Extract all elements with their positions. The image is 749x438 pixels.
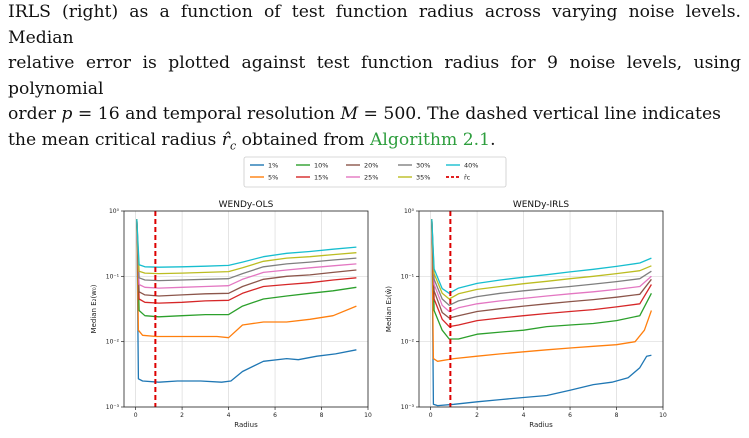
caption-text: = 16 and temporal resolution bbox=[72, 104, 341, 124]
x-tick-label: 10 bbox=[364, 412, 372, 419]
series-line-25pct bbox=[136, 219, 357, 289]
chart-wendy-ols: 0 2 4 6 8 10 10⁻³ 10⁻² 10⁻¹ 10⁰ WENDy-OLS Radius Med… bbox=[90, 200, 372, 429]
legend-label: 40% bbox=[464, 161, 478, 169]
legend-label: 20% bbox=[364, 161, 378, 169]
caption-line-3: order p = 16 and temporal resolution M =… bbox=[8, 102, 741, 128]
series-line-25pct bbox=[431, 219, 652, 313]
series-line-30pct bbox=[136, 219, 357, 282]
y-tick-label: 10⁰ bbox=[404, 208, 415, 215]
series-line-10pct bbox=[431, 219, 652, 340]
chart-wendy-irls: 0 2 4 6 8 10 10⁻³ 10⁻² 10⁻¹ 10⁰ WENDy-IRLS Radius Me… bbox=[385, 200, 667, 429]
legend-label: 1% bbox=[268, 161, 278, 169]
caption-text: order bbox=[8, 104, 62, 124]
x-tick-label: 4 bbox=[522, 412, 526, 419]
caption-math-rc: r̂ bbox=[221, 129, 230, 150]
y-tick-label: 10⁰ bbox=[109, 208, 120, 215]
plot-frame bbox=[123, 210, 369, 408]
legend-label: 35% bbox=[416, 173, 430, 181]
series-line-1pct bbox=[431, 219, 652, 407]
y-tick-label: 10⁻¹ bbox=[401, 273, 415, 280]
x-axis-label: Radius bbox=[234, 421, 258, 429]
series-line-5pct bbox=[136, 219, 357, 339]
caption-math-M: M bbox=[340, 104, 359, 124]
x-tick-label: 2 bbox=[180, 412, 184, 419]
legend: 1% 5% 10% 15% 20% 25% 30% 35% 40% r̂c bbox=[243, 156, 507, 188]
x-tick-label: 8 bbox=[320, 412, 324, 419]
caption-text: = 500. The dashed vertical line indicate… bbox=[358, 104, 721, 124]
series-line-20pct bbox=[136, 219, 357, 297]
algorithm-link[interactable]: Algorithm 2.1 bbox=[370, 129, 491, 150]
legend-label: 15% bbox=[314, 173, 328, 181]
series-line-5pct bbox=[431, 219, 653, 362]
caption-line-4: the mean critical radius r̂c obtained fr… bbox=[8, 128, 741, 159]
plot-frame bbox=[418, 210, 664, 408]
legend-label: 5% bbox=[268, 173, 278, 181]
caption-math-p: p bbox=[61, 104, 73, 124]
caption-line-2: relative error is plotted against test f… bbox=[8, 53, 741, 99]
caption-text: the mean critical radius bbox=[8, 129, 222, 150]
figure-caption: IRLS (right) as a function of test funct… bbox=[8, 0, 741, 158]
x-tick-label: 0 bbox=[134, 412, 138, 419]
series-line-30pct bbox=[431, 219, 652, 306]
x-axis-label: Radius bbox=[529, 421, 553, 429]
series-line-1pct bbox=[136, 219, 357, 383]
series-line-40pct bbox=[431, 219, 652, 294]
series-line-35pct bbox=[431, 219, 652, 300]
series-line-20pct bbox=[431, 219, 652, 319]
chart-title: WENDy-OLS bbox=[219, 200, 274, 210]
y-tick-label: 10⁻³ bbox=[106, 404, 120, 411]
legend-label: 10% bbox=[314, 161, 328, 169]
x-tick-label: 0 bbox=[429, 412, 433, 419]
y-tick-label: 10⁻² bbox=[401, 339, 415, 346]
series-line-15pct bbox=[431, 219, 652, 328]
y-tick-label: 10⁻² bbox=[106, 339, 120, 346]
series-line-15pct bbox=[136, 219, 357, 304]
legend-label: 30% bbox=[416, 161, 430, 169]
y-tick-label: 10⁻³ bbox=[401, 404, 415, 411]
x-tick-label: 10 bbox=[659, 412, 667, 419]
legend-label: r̂c bbox=[464, 173, 471, 181]
series-line-35pct bbox=[136, 219, 357, 275]
y-axis-label: Median E₂(ŵ) bbox=[385, 286, 393, 332]
x-tick-label: 6 bbox=[273, 412, 277, 419]
series-line-40pct bbox=[136, 219, 357, 268]
x-tick-label: 8 bbox=[615, 412, 619, 419]
y-tick-label: 10⁻¹ bbox=[106, 273, 120, 280]
x-tick-label: 6 bbox=[568, 412, 572, 419]
caption-text: obtained from bbox=[236, 129, 371, 150]
caption-text: . bbox=[490, 129, 496, 150]
caption-math-rc-sub: c bbox=[229, 138, 237, 152]
chart-title: WENDy-IRLS bbox=[513, 200, 570, 210]
caption-line-1: IRLS (right) as a function of test funct… bbox=[8, 2, 741, 48]
y-axis-label: Median E₂(w₀) bbox=[90, 284, 98, 333]
x-tick-label: 4 bbox=[227, 412, 231, 419]
series-line-10pct bbox=[136, 219, 357, 318]
x-tick-label: 2 bbox=[475, 412, 479, 419]
legend-label: 25% bbox=[364, 173, 378, 181]
